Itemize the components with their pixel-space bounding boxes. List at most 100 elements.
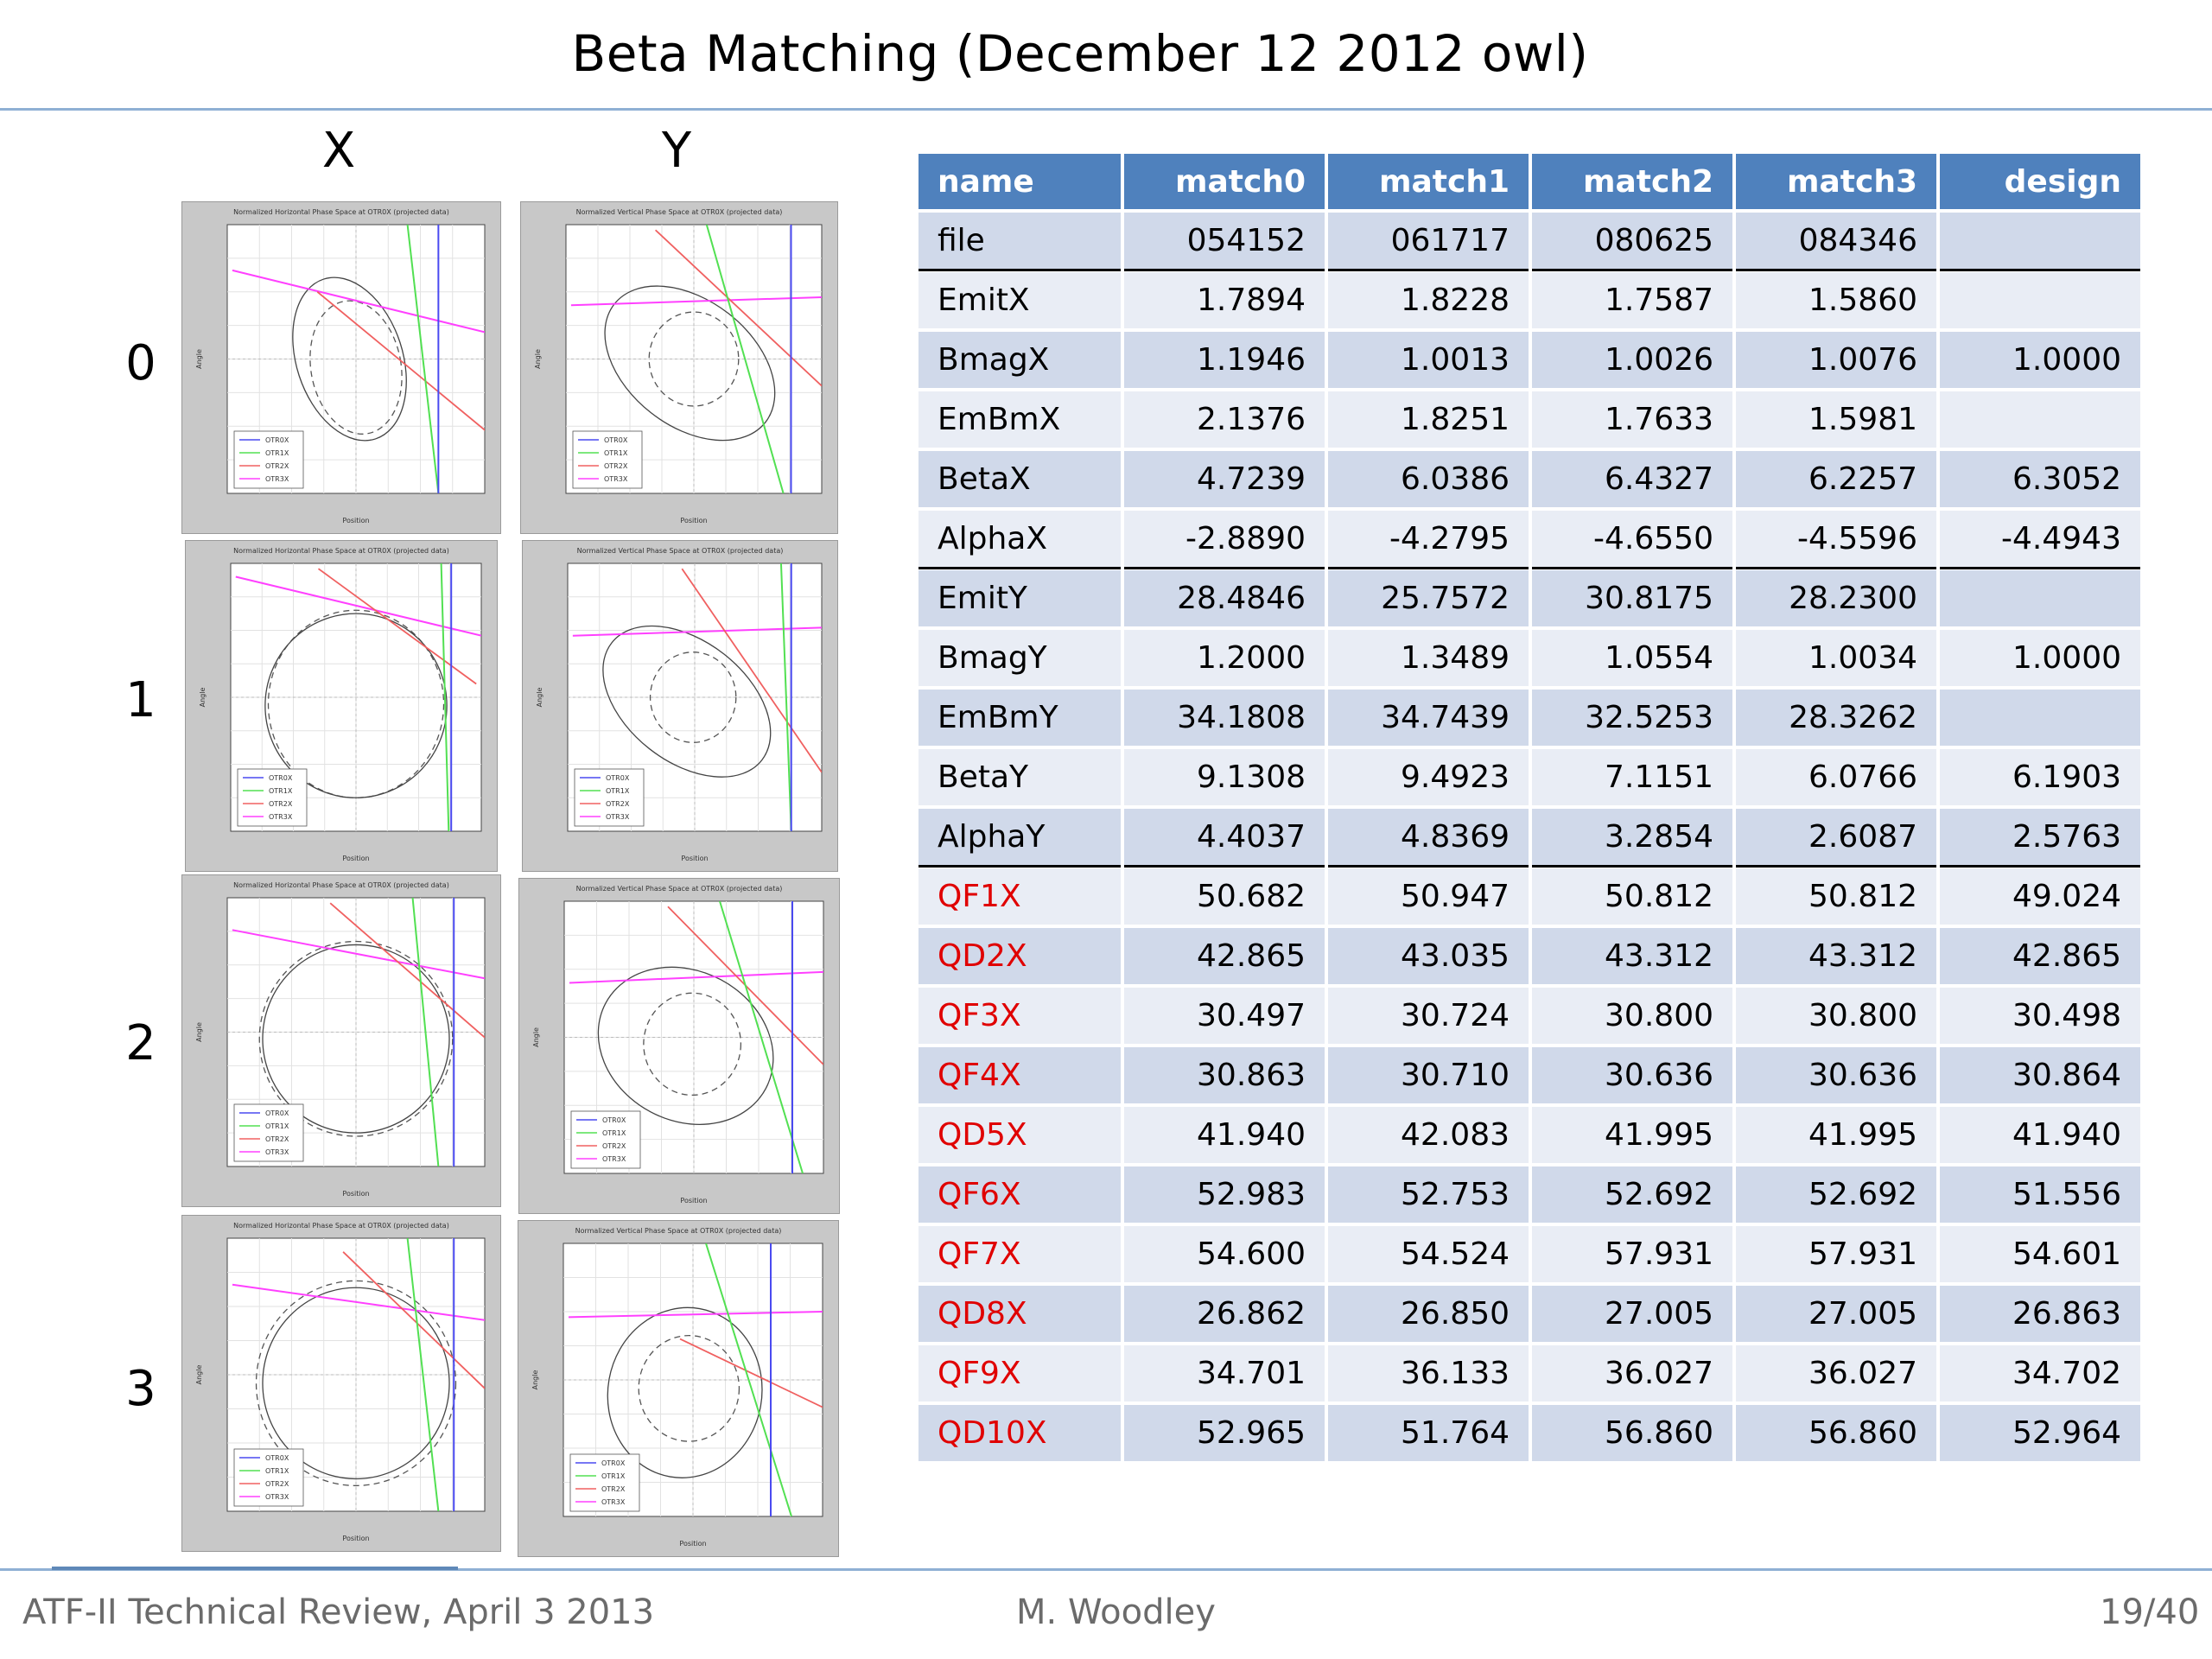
- table-cell: 50.812: [1736, 868, 1936, 925]
- table-cell: 080625: [1532, 213, 1732, 269]
- table-cell: 41.995: [1736, 1107, 1936, 1163]
- phase-space-plot-y-3: Normalized Vertical Phase Space at OTR0X…: [518, 1220, 839, 1557]
- legend-entry: OTR0X: [269, 774, 293, 782]
- table-row: BetaY 9.1308 9.4923 7.1151 6.0766 6.1903: [918, 749, 2140, 805]
- legend-entry: OTR1X: [265, 1122, 289, 1130]
- table-cell: 1.1946: [1124, 332, 1325, 388]
- table-cell: 6.2257: [1736, 451, 1936, 507]
- plot-xlabel: Position: [342, 1190, 369, 1198]
- plot-ylabel: Angle: [199, 688, 207, 708]
- table-cell: 52.692: [1736, 1166, 1936, 1223]
- table-cell: 30.863: [1124, 1047, 1325, 1103]
- plot-xlabel: Position: [681, 855, 708, 862]
- row-name: QF3X: [918, 988, 1121, 1044]
- table-cell: 1.8251: [1328, 391, 1529, 448]
- row-name: QF4X: [918, 1047, 1121, 1103]
- row-name: QF7X: [918, 1226, 1121, 1282]
- legend-entry: OTR0X: [601, 1459, 626, 1467]
- row-label-0: 0: [125, 335, 156, 391]
- table-cell: 57.931: [1736, 1226, 1936, 1282]
- table-cell: 1.3489: [1328, 630, 1529, 686]
- footer-author: M. Woodley: [1016, 1592, 1216, 1632]
- table-cell: 54.524: [1328, 1226, 1529, 1282]
- table-row: QD5X 41.940 42.083 41.995 41.995 41.940: [918, 1107, 2140, 1163]
- table-cell: 43.035: [1328, 928, 1529, 984]
- plot-ylabel: Angle: [195, 349, 203, 369]
- table-cell: 52.964: [1940, 1405, 2140, 1461]
- row-name: BetaX: [918, 451, 1121, 507]
- row-name: QD5X: [918, 1107, 1121, 1163]
- table-cell: 49.024: [1940, 868, 2140, 925]
- table-cell: 54.600: [1124, 1226, 1325, 1282]
- table-cell: 1.0000: [1940, 332, 2140, 388]
- plot-xlabel: Position: [342, 855, 369, 862]
- plot-title: Normalized Vertical Phase Space at OTR0X…: [576, 208, 783, 216]
- column-header-match0: match0: [1124, 154, 1325, 209]
- table-cell: 1.2000: [1124, 630, 1325, 686]
- legend-entry: OTR2X: [265, 1480, 289, 1488]
- footer-left: ATF-II Technical Review, April 3 2013: [22, 1592, 655, 1632]
- legend-entry: OTR3X: [265, 475, 289, 483]
- table-cell: 26.863: [1940, 1286, 2140, 1342]
- table-cell: 52.692: [1532, 1166, 1732, 1223]
- legend-entry: OTR1X: [265, 1467, 289, 1475]
- row-name: BetaY: [918, 749, 1121, 805]
- table-cell: 6.0766: [1736, 749, 1936, 805]
- table-cell: 054152: [1124, 213, 1325, 269]
- row-name: AlphaX: [918, 511, 1121, 567]
- legend-entry: OTR1X: [602, 1129, 626, 1137]
- table-row: QF4X 30.863 30.710 30.636 30.636 30.864: [918, 1047, 2140, 1103]
- column-header-y: Y: [661, 123, 692, 179]
- table-cell: 34.702: [1940, 1345, 2140, 1402]
- table-cell: 41.940: [1940, 1107, 2140, 1163]
- row-name: EmitX: [918, 272, 1121, 328]
- legend-entry: OTR1X: [265, 449, 289, 457]
- table-cell: 30.498: [1940, 988, 2140, 1044]
- table-row: QD8X 26.862 26.850 27.005 27.005 26.863: [918, 1286, 2140, 1342]
- plot-title: Normalized Horizontal Phase Space at OTR…: [233, 1222, 449, 1230]
- table-cell: 41.995: [1532, 1107, 1732, 1163]
- table-cell: 26.850: [1328, 1286, 1529, 1342]
- legend-entry: OTR0X: [602, 1116, 626, 1124]
- legend-entry: OTR3X: [265, 1493, 289, 1501]
- table-cell: 26.862: [1124, 1286, 1325, 1342]
- plot-xlabel: Position: [342, 517, 369, 524]
- table-cell: 1.0000: [1940, 630, 2140, 686]
- table-cell: 1.5860: [1736, 272, 1936, 328]
- legend-entry: OTR1X: [606, 787, 630, 795]
- plot-ylabel: Angle: [532, 1027, 540, 1047]
- slide-title: Beta Matching (December 12 2012 owl): [571, 24, 1589, 83]
- legend-entry: OTR3X: [601, 1498, 626, 1506]
- row-name: QD10X: [918, 1405, 1121, 1461]
- row-name: EmBmY: [918, 690, 1121, 746]
- plot-ylabel: Angle: [536, 688, 543, 708]
- table-cell: 34.701: [1124, 1345, 1325, 1402]
- table-row: QF6X 52.983 52.753 52.692 52.692 51.556: [918, 1166, 2140, 1223]
- table-row: BmagY 1.2000 1.3489 1.0554 1.0034 1.0000: [918, 630, 2140, 686]
- phase-space-plot-y-2: Normalized Vertical Phase Space at OTR0X…: [518, 878, 840, 1214]
- table-cell: 32.5253: [1532, 690, 1732, 746]
- table-cell: 1.8228: [1328, 272, 1529, 328]
- table-row: QF1X 50.682 50.947 50.812 50.812 49.024: [918, 868, 2140, 925]
- table-cell: 30.8175: [1532, 570, 1732, 626]
- plot-ylabel: Angle: [534, 349, 542, 369]
- table-cell: 6.3052: [1940, 451, 2140, 507]
- row-name: EmBmX: [918, 391, 1121, 448]
- legend-entry: OTR0X: [604, 436, 628, 444]
- legend-entry: OTR0X: [265, 436, 289, 444]
- plot-ylabel: Angle: [531, 1370, 539, 1390]
- table-cell: [1940, 213, 2140, 269]
- legend-entry: OTR3X: [602, 1155, 626, 1163]
- table-cell: 30.724: [1328, 988, 1529, 1044]
- phase-space-plot-y-1: Normalized Vertical Phase Space at OTR0X…: [522, 540, 838, 872]
- table-cell: 1.5981: [1736, 391, 1936, 448]
- table-cell: 6.0386: [1328, 451, 1529, 507]
- table-cell: 6.4327: [1532, 451, 1732, 507]
- table-cell: 30.800: [1736, 988, 1936, 1044]
- table-row: QF3X 30.497 30.724 30.800 30.800 30.498: [918, 988, 2140, 1044]
- bottom-divider: [0, 1568, 2212, 1571]
- table-cell: -4.6550: [1532, 511, 1732, 567]
- plot-title: Normalized Horizontal Phase Space at OTR…: [233, 547, 449, 555]
- column-header-match3: match3: [1736, 154, 1936, 209]
- table-cell: 42.083: [1328, 1107, 1529, 1163]
